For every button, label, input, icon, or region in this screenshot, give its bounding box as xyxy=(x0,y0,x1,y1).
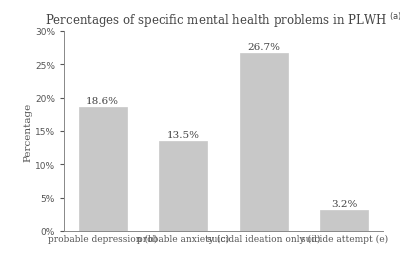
Bar xyxy=(320,210,368,231)
Bar xyxy=(240,54,288,231)
Y-axis label: Percentage: Percentage xyxy=(23,102,32,161)
Text: 13.5%: 13.5% xyxy=(167,131,200,139)
Text: 26.7%: 26.7% xyxy=(247,43,280,52)
Bar xyxy=(159,141,207,231)
Bar xyxy=(78,107,127,231)
Title: Percentages of specific mental health problems in PLWH $^\mathrm{(a)}$: Percentages of specific mental health pr… xyxy=(45,11,400,30)
Text: 18.6%: 18.6% xyxy=(86,97,119,106)
Text: 3.2%: 3.2% xyxy=(331,199,358,208)
